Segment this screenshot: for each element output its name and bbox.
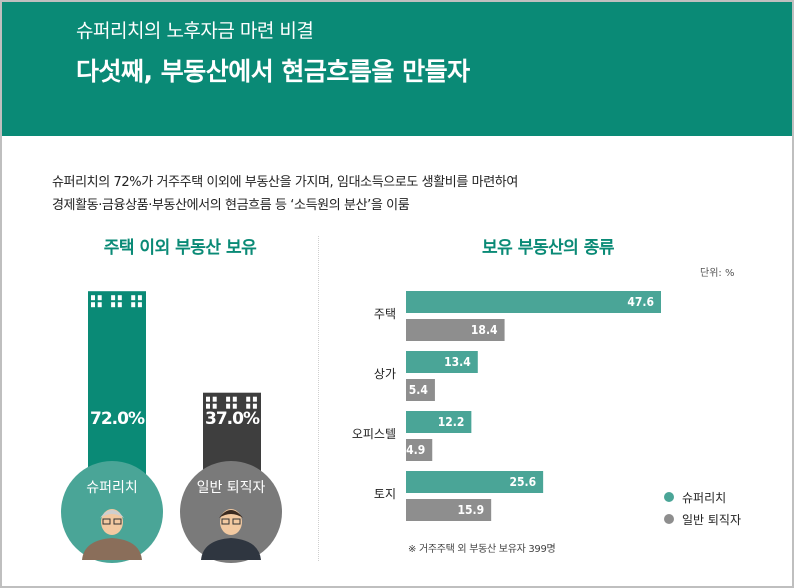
intro-line-2: 경제활동·금융상품·부동산에서의 현금흐름 등 ‘소득원의 분산’을 이룸 — [52, 198, 410, 213]
avatar-label: 일반 퇴직자 — [197, 480, 266, 496]
building-window-icon — [232, 396, 237, 402]
panel-divider — [318, 236, 319, 561]
building-value-label: 37.0% — [205, 409, 260, 429]
bar-value-label: 18.4 — [471, 323, 498, 337]
building-window-icon — [212, 403, 217, 409]
bar-value-label: 15.9 — [458, 503, 485, 517]
category-label: 오피스텔 — [352, 427, 396, 441]
bar — [406, 471, 544, 493]
building-window-icon — [131, 302, 136, 308]
avatar-body-icon — [201, 538, 261, 560]
bar — [406, 379, 435, 401]
building-window-icon — [206, 396, 210, 402]
building-window-icon — [131, 295, 136, 301]
building-window-icon — [206, 403, 210, 409]
avatar-hair-icon — [100, 510, 124, 518]
category-label: 주택 — [374, 307, 396, 321]
left-chart-title: 주택 이외 부동산 보유 — [103, 238, 257, 258]
building-window-icon — [137, 302, 142, 308]
bar-value-label: 47.6 — [627, 295, 654, 309]
avatar-body-icon — [82, 538, 142, 560]
avatar-label: 슈퍼리치 — [86, 480, 138, 496]
building-window-icon — [91, 295, 95, 301]
building-window-icon — [111, 295, 116, 301]
legend-dot-icon — [664, 492, 674, 502]
intro-line-1: 슈퍼리치의 72%가 거주주택 이외에 부동산을 가지며, 임대소득으로도 생활… — [52, 175, 518, 190]
bar — [406, 499, 492, 521]
unit-label: 단위: % — [700, 268, 735, 279]
building-window-icon — [232, 403, 237, 409]
category-label: 토지 — [374, 487, 396, 501]
avatar-glasses-icon — [232, 518, 241, 525]
bar — [406, 319, 505, 341]
avatar-glasses-icon — [113, 518, 122, 525]
header-subtitle: 슈퍼리치의 노후자금 마련 비결 — [76, 20, 314, 42]
intro-text: 슈퍼리치의 72%가 거주주택 이외에 부동산을 가지며, 임대소득으로도 생활… — [52, 171, 518, 217]
building-window-icon — [252, 396, 257, 402]
legend-label: 일반 퇴직자 — [682, 512, 742, 527]
building-window-icon — [252, 403, 257, 409]
bar — [406, 291, 661, 313]
avatar-glasses-icon — [102, 518, 111, 525]
building-window-icon — [246, 403, 251, 409]
building-window-icon — [91, 302, 95, 308]
avatar-face-icon — [220, 509, 242, 535]
building-window-icon — [117, 295, 122, 301]
bar — [406, 351, 478, 373]
avatar-glasses-icon — [221, 518, 230, 525]
avatar-face-icon — [101, 509, 123, 535]
bar-value-label: 4.9 — [406, 443, 425, 457]
bar-value-label: 12.2 — [438, 415, 465, 429]
category-label: 상가 — [374, 367, 396, 381]
building-value-label: 72.0% — [90, 409, 145, 429]
header-banner: 슈퍼리치의 노후자금 마련 비결 다섯째, 부동산에서 현금흐름을 만들자 — [2, 2, 792, 136]
building-window-icon — [117, 302, 122, 308]
bar — [406, 411, 472, 433]
legend-label: 슈퍼리치 — [682, 490, 727, 505]
building-window-icon — [97, 295, 102, 301]
building-window-icon — [226, 403, 231, 409]
building-window-icon — [246, 396, 251, 402]
bar-value-label: 25.6 — [510, 475, 537, 489]
footnote: ※ 거주주택 외 부동산 보유자 399명 — [408, 544, 556, 555]
building-window-icon — [111, 302, 116, 308]
building-window-icon — [137, 295, 142, 301]
legend-dot-icon — [664, 514, 674, 524]
right-chart-title: 보유 부동산의 종류 — [482, 238, 614, 258]
building-window-icon — [226, 396, 231, 402]
legend: 슈퍼리치 일반 퇴직자 — [664, 487, 741, 531]
building-window-icon — [212, 396, 217, 402]
bar — [406, 439, 433, 461]
building-window-icon — [97, 302, 102, 308]
header-title: 다섯째, 부동산에서 현금흐름을 만들자 — [76, 57, 470, 86]
legend-item-retiree: 일반 퇴직자 — [664, 509, 741, 529]
bar-value-label: 13.4 — [444, 355, 471, 369]
bar-value-label: 5.4 — [409, 383, 429, 397]
legend-item-superrich: 슈퍼리치 — [664, 487, 741, 507]
avatar-hair-icon — [219, 510, 243, 518]
